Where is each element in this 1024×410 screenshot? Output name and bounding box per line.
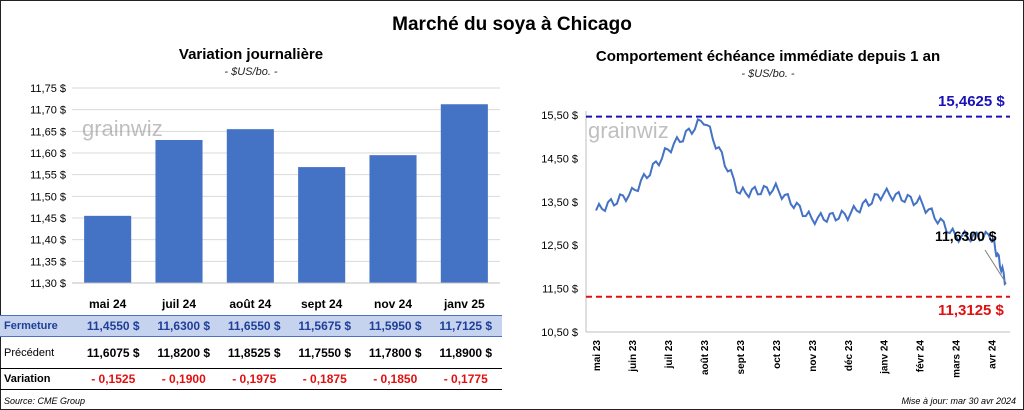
row-label-previous: Précédent [4,347,55,359]
page-title: Marché du soya à Chicago [392,14,632,35]
bar-x-tick-label: nov 24 [374,297,412,311]
table-row-close: Fermeture 11,4550 $ 11,6300 $ 11,6550 $ … [0,315,502,337]
table-cell: - 0,1900 [161,372,206,386]
line-chart-unit: - $US/bo. - [741,68,795,80]
bar [369,155,417,283]
table-cell: 11,4550 $ [86,319,140,333]
table-cell: 11,8525 $ [227,346,281,360]
bar-y-tick-label: 11,75 $ [30,83,66,95]
bar-chart-unit: - $US/bo. - [224,66,278,78]
bar-x-tick-label: janv 25 [443,297,485,311]
table-cell: 11,7550 $ [298,346,352,360]
low-label: 11,3125 $ [938,302,1004,319]
line-x-tick-label: mai 23 [592,340,603,372]
table-cell: - 0,1850 [373,372,418,386]
table-cell: 11,8200 $ [157,346,211,360]
line-y-tick-label: 12,50 $ [541,240,578,252]
source-note: Source: CME Group [4,396,86,406]
table-cell: - 0,1775 [443,372,488,386]
table-cell: 11,8900 $ [439,346,493,360]
last-price-label: 11,6300 $ [935,228,997,244]
bar-x-tick-label: mai 24 [89,297,127,311]
line-x-tick-label: janv 24 [880,340,891,375]
bar [226,129,274,283]
bar-chart-title: Variation journalière [178,46,324,63]
table-row-previous: Précédent 11,6075 $ 11,8200 $ 11,8525 $ … [0,342,502,364]
price-line [595,118,1007,286]
line-x-tick-label: sept 23 [736,340,747,375]
table-cell: - 0,1875 [302,372,347,386]
bar-x-tick-label: août 24 [229,297,271,311]
table-cell: 11,7125 $ [439,319,493,333]
table-cell: 11,6075 $ [86,346,140,360]
update-note: Mise à jour: mar 30 avr 2024 [901,396,1016,406]
high-label: 15,4625 $ [938,93,1005,110]
row-label-variation: Variation [4,373,51,385]
line-x-tick-label: déc 23 [844,340,855,372]
table-cell: - 0,1975 [232,372,277,386]
line-x-tick-label: févr 24 [916,340,927,373]
bar-y-tick-label: 11,60 $ [30,148,66,160]
bar [440,104,488,283]
line-x-tick-label: août 23 [700,340,711,375]
watermark-logo: grainwiz [82,116,163,141]
line-x-tick-label: nov 23 [808,340,819,372]
bar-y-tick-label: 11,70 $ [30,105,66,117]
table-cell: 11,6550 $ [227,319,281,333]
table-row-variation: Variation - 0,1525 - 0,1900 - 0,1975 - 0… [0,368,502,390]
bar [155,140,203,283]
table-cell: 11,5950 $ [368,319,422,333]
bar-x-tick-label: sept 24 [301,297,343,311]
line-y-tick-label: 14,50 $ [541,153,578,165]
table-cell: 11,6300 $ [157,319,211,333]
bar-y-tick-label: 11,50 $ [30,191,66,203]
line-y-tick-label: 13,50 $ [541,197,578,209]
table-cell: 11,7800 $ [368,346,422,360]
row-label-close: Fermeture [4,320,58,332]
line-y-tick-label: 10,50 $ [541,327,578,339]
bar-x-tick-label: juil 24 [161,297,196,311]
line-x-tick-label: juin 23 [628,340,639,373]
line-y-tick-label: 15,50 $ [541,110,578,122]
line-x-tick-label: avr 24 [988,340,999,369]
last-price-leader [984,249,1007,284]
bar-y-tick-label: 11,45 $ [30,213,66,225]
bar-y-tick-label: 11,30 $ [30,278,66,290]
bar [298,167,346,283]
line-y-tick-label: 11,50 $ [542,284,578,296]
line-x-tick-label: juil 23 [664,340,675,370]
watermark-logo: grainwiz [588,118,669,143]
line-x-tick-label: mars 24 [952,340,963,378]
bar-y-tick-label: 11,35 $ [30,256,66,268]
bar-y-tick-label: 11,65 $ [30,126,66,138]
table-cell: 11,5675 $ [298,319,352,333]
bar-y-tick-label: 11,55 $ [30,170,66,182]
line-chart-title: Comportement échéance immédiate depuis 1… [595,48,941,65]
table-cell: - 0,1525 [91,372,136,386]
line-x-tick-label: oct 23 [772,340,783,369]
bar-y-tick-label: 11,40 $ [30,235,66,247]
bar [84,215,132,283]
